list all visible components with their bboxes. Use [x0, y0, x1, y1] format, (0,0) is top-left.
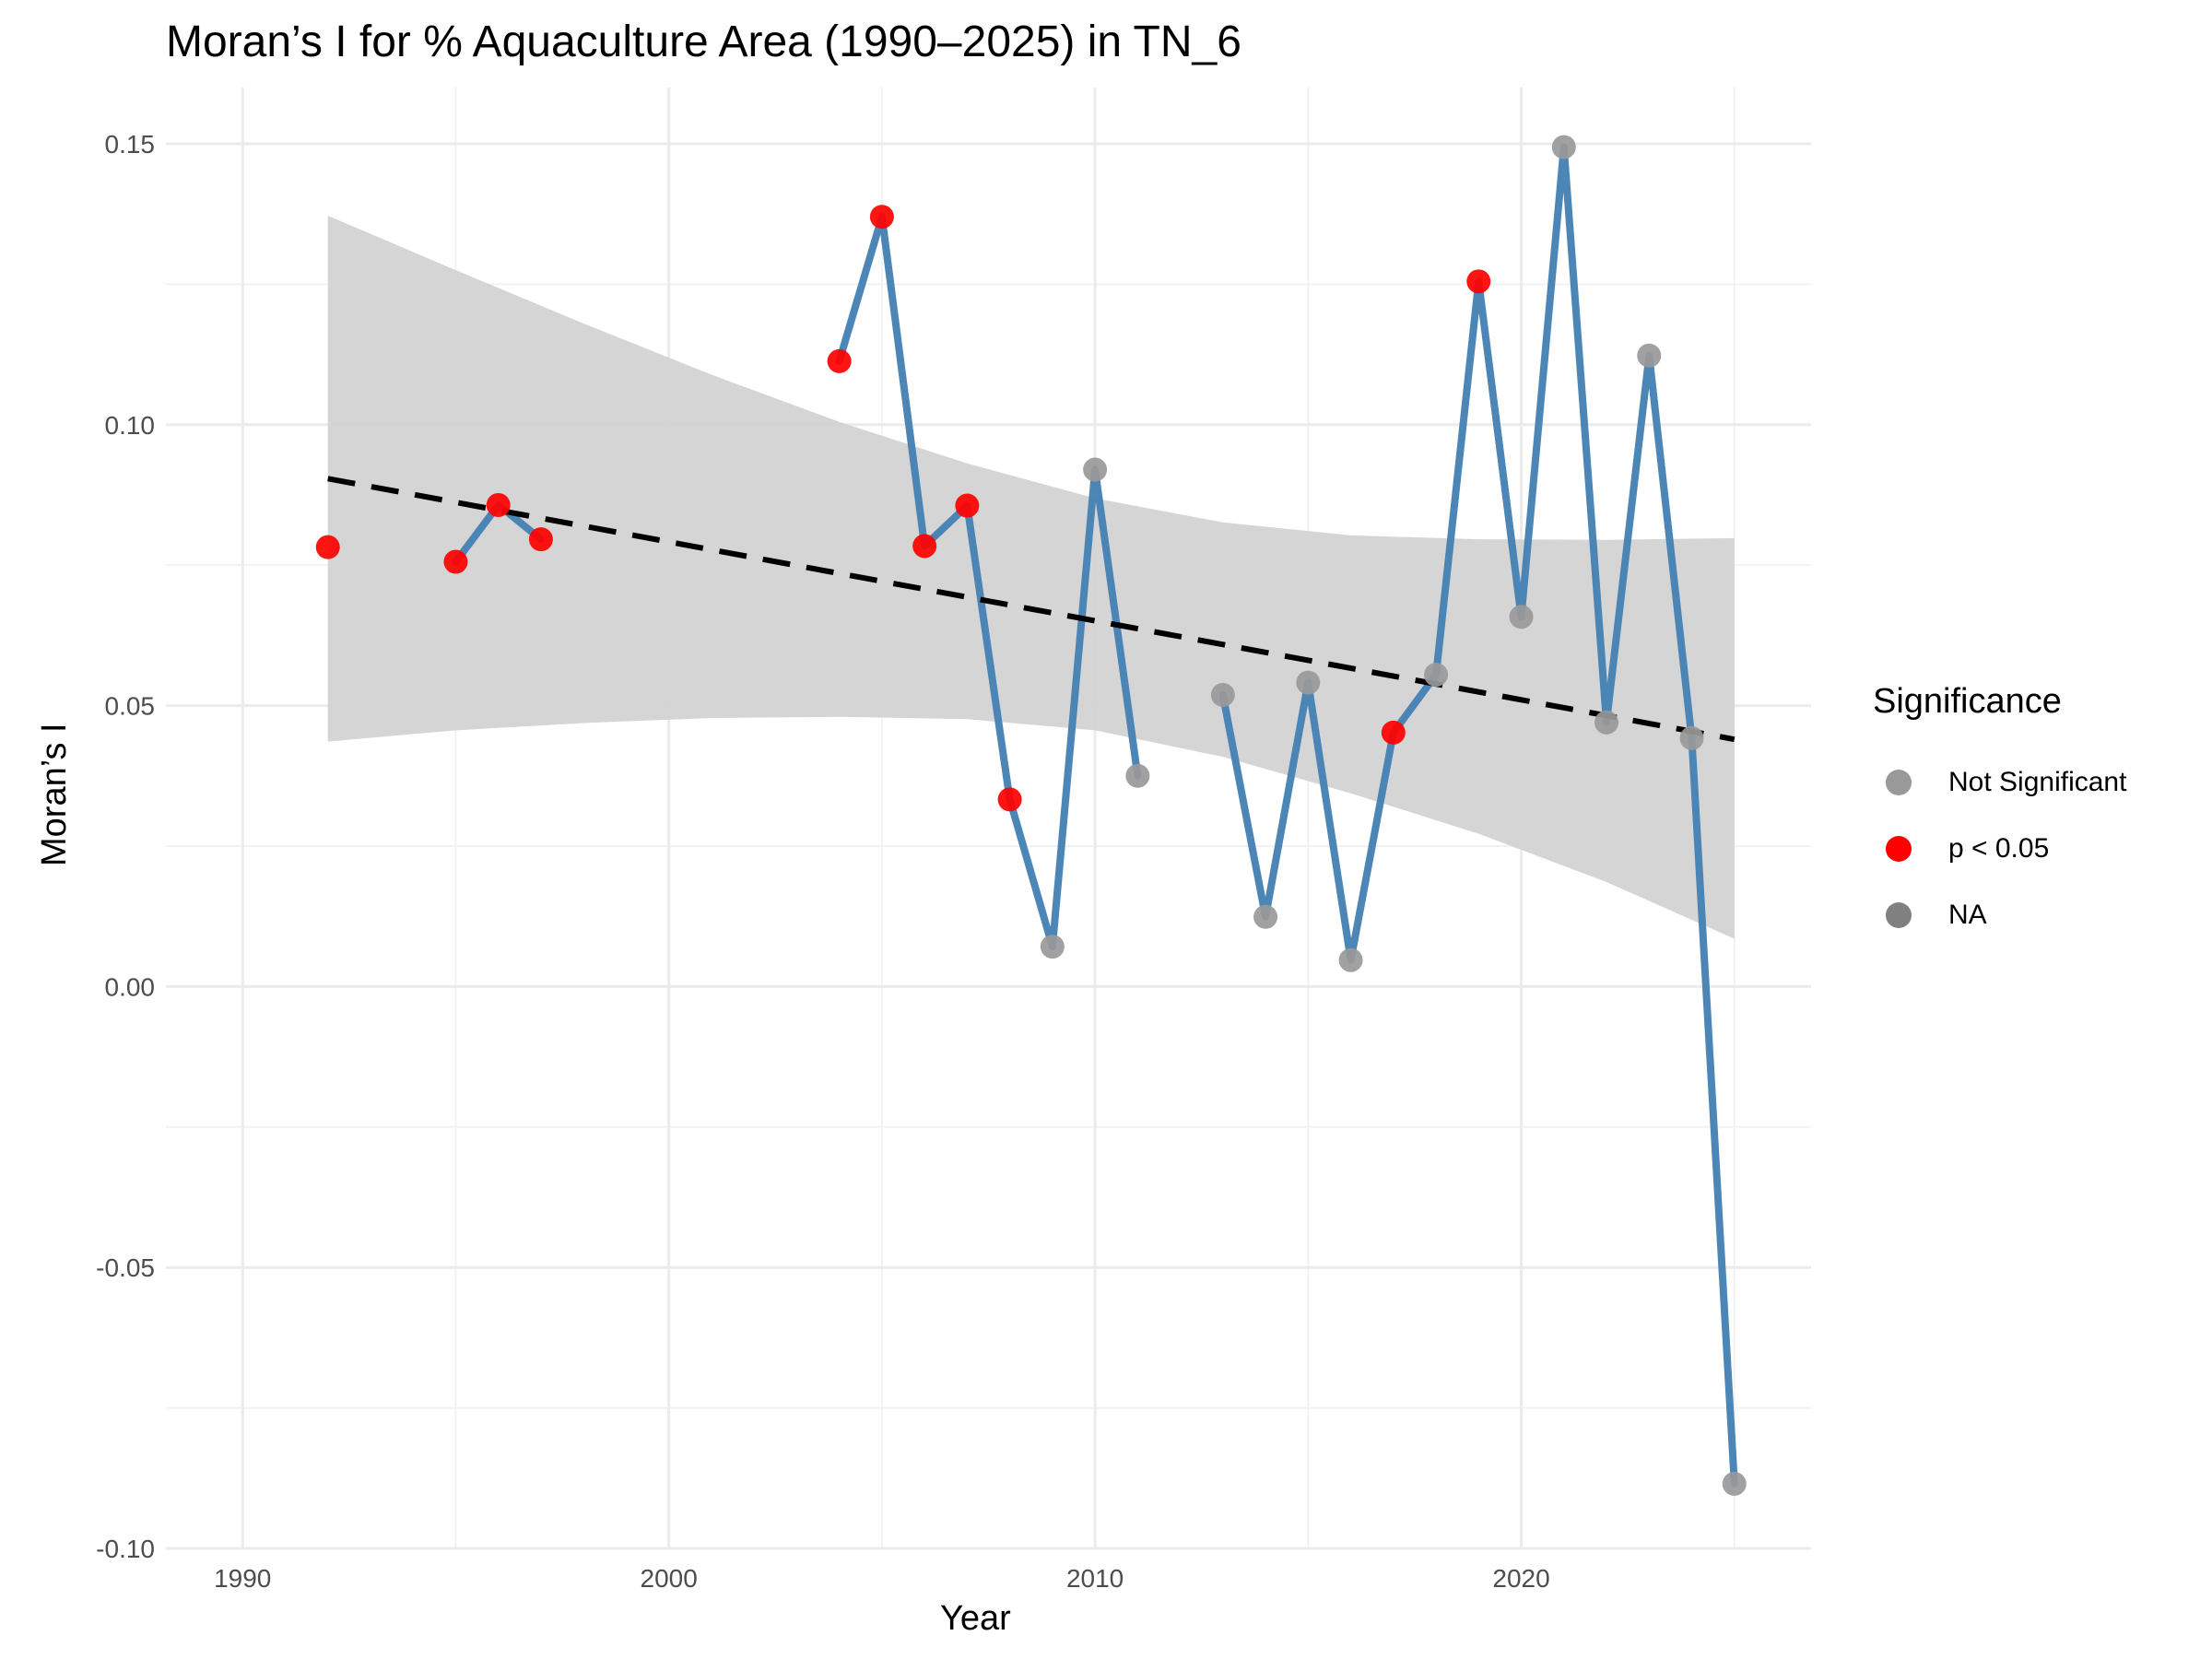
data-point: [1381, 720, 1406, 745]
data-point: [1509, 605, 1534, 629]
legend-label: Not Significant: [1948, 767, 2127, 797]
data-point: [443, 549, 468, 574]
chart-title: Moran’s I for % Aquaculture Area (1990–2…: [166, 18, 1241, 66]
y-tick-label: 0.05: [105, 692, 156, 721]
legend-key-na: [1886, 902, 1912, 928]
trend-line-dashed: [327, 476, 1735, 743]
data-point: [1551, 135, 1576, 159]
data-point: [827, 348, 852, 373]
series-points: [315, 135, 1747, 1496]
legend-item-not-significant: Not Significant: [1873, 749, 2126, 816]
x-tick-label: 2020: [1492, 1564, 1549, 1593]
data-point: [869, 205, 894, 229]
legend-key-not-significant: [1886, 770, 1912, 795]
data-point: [486, 492, 511, 517]
data-point: [1637, 343, 1662, 368]
data-point: [912, 534, 937, 559]
legend-item-na: NA: [1873, 882, 2126, 948]
y-tick-label: -0.05: [96, 1253, 155, 1282]
data-point: [315, 535, 340, 559]
confidence-band-area: [327, 216, 1735, 939]
data-point: [528, 527, 553, 552]
y-tick-label: 0.15: [105, 130, 156, 159]
data-point: [1338, 947, 1363, 972]
data-point: [1679, 725, 1704, 750]
y-axis-ticks: -0.10 -0.05 0.00 0.05 0.10 0.15: [96, 130, 155, 1563]
legend-title: Significance: [1873, 682, 2062, 721]
y-axis-label: Moran’s I: [35, 723, 74, 866]
data-point: [955, 493, 980, 518]
x-tick-label: 2000: [641, 1564, 698, 1593]
data-point: [1296, 670, 1321, 695]
x-tick-label: 1990: [214, 1564, 271, 1593]
data-point: [1210, 682, 1235, 707]
legend-label: p < 0.05: [1948, 833, 2050, 864]
data-point: [1466, 269, 1491, 294]
legend-key-significant: [1886, 836, 1912, 862]
series-line: [835, 213, 1142, 951]
y-tick-label: -0.10: [96, 1535, 155, 1563]
data-point: [1040, 935, 1065, 959]
data-point: [1424, 663, 1449, 688]
data-point: [1722, 1471, 1747, 1496]
x-axis-label: Year: [940, 1599, 1011, 1638]
data-point: [1125, 763, 1150, 788]
data-point: [1083, 457, 1108, 482]
legend-item-significant: p < 0.05: [1873, 816, 2126, 882]
legend: Significance Not Significant p < 0.05 NA: [1873, 682, 2126, 948]
legend-label: NA: [1948, 900, 1987, 930]
y-tick-label: 0.00: [105, 972, 156, 1001]
confidence-band: [327, 216, 1735, 939]
y-tick-label: 0.10: [105, 411, 156, 440]
x-tick-label: 2010: [1066, 1564, 1124, 1593]
trend-line: [327, 476, 1735, 743]
x-axis-ticks: 1990 2000 2010 2020: [214, 1564, 1550, 1593]
data-point: [1594, 710, 1619, 735]
data-point: [1253, 904, 1278, 929]
data-point: [997, 787, 1022, 812]
